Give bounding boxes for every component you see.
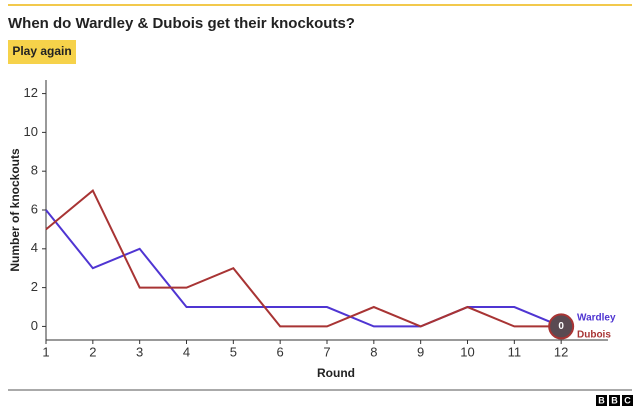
y-tick-label: 4: [31, 240, 38, 255]
y-tick-label: 8: [31, 163, 38, 178]
logo-letter: B: [611, 395, 618, 405]
logo-box: [609, 395, 620, 406]
y-tick-label: 6: [31, 201, 38, 216]
end-marker: [548, 313, 575, 340]
x-tick-label: 5: [230, 344, 237, 359]
x-tick-label: 3: [136, 344, 143, 359]
play-again-button[interactable]: [8, 40, 76, 64]
button-label[interactable]: Play again: [12, 44, 71, 58]
x-tick-label: 6: [277, 344, 284, 359]
x-tick-label: 4: [183, 344, 190, 359]
logo-letter: B: [598, 395, 605, 405]
y-tick-label: 12: [24, 85, 38, 100]
y-tick-label: 2: [31, 279, 38, 294]
legend-label: Wardley: [577, 313, 616, 324]
legend-label: Dubois: [577, 330, 611, 341]
x-tick-label: 10: [460, 344, 474, 359]
logo-letter: C: [624, 395, 631, 405]
y-tick-label: 10: [24, 124, 38, 139]
end-marker-label: 0: [558, 321, 564, 332]
y-axis-label: Number of knockouts: [8, 148, 22, 272]
y-tick-label: 0: [31, 318, 38, 333]
x-tick-label: 12: [554, 344, 568, 359]
x-tick-label: 9: [417, 344, 424, 359]
logo-box: [622, 395, 633, 406]
x-tick-label: 7: [323, 344, 330, 359]
x-tick-label: 11: [508, 344, 522, 359]
logo-box: [596, 395, 607, 406]
x-axis-label: Round: [317, 366, 355, 380]
series-line: [45, 189, 562, 328]
series-line: [45, 209, 562, 328]
x-tick-label: 8: [370, 344, 377, 359]
x-tick-label: 2: [89, 344, 96, 359]
chart-title: When do Wardley & Dubois get their knock…: [8, 15, 355, 32]
x-tick-label: 1: [42, 344, 49, 359]
